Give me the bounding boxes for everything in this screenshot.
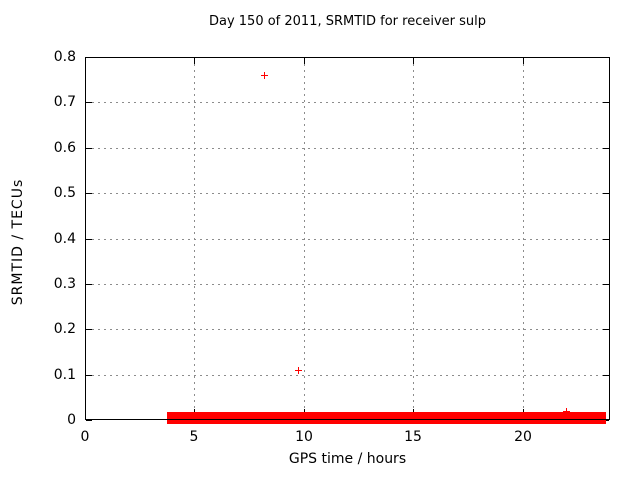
x-tick-label: 20 <box>514 429 532 445</box>
grid-line-horizontal <box>86 375 609 376</box>
tick-mark <box>413 58 414 64</box>
grid-line-vertical <box>194 58 195 419</box>
grid-line-horizontal <box>86 102 609 103</box>
grid-line-horizontal <box>86 193 609 194</box>
tick-mark <box>194 58 195 64</box>
tick-mark <box>86 148 92 149</box>
tick-mark <box>603 239 609 240</box>
tick-mark <box>603 284 609 285</box>
grid-line-vertical <box>304 58 305 419</box>
chart-title: Day 150 of 2011, SRMTID for receiver sul… <box>208 14 487 29</box>
tick-mark <box>304 58 305 64</box>
y-tick-label: 0 <box>67 412 76 428</box>
tick-mark <box>603 193 609 194</box>
x-axis-label: GPS time / hours <box>288 451 407 467</box>
x-tick-label: 10 <box>295 429 313 445</box>
tick-mark <box>86 239 92 240</box>
y-tick-label: 0.5 <box>53 185 76 201</box>
tick-mark <box>86 375 92 376</box>
tick-mark <box>603 102 609 103</box>
grid-line-vertical <box>413 58 414 419</box>
y-tick-label: 0.7 <box>53 94 76 110</box>
y-tick-label: 0.3 <box>53 276 76 292</box>
grid-line-vertical <box>523 58 524 419</box>
tick-mark <box>603 375 609 376</box>
grid-line-horizontal <box>86 148 609 149</box>
y-tick-label: 0.4 <box>53 231 76 247</box>
grid-line-horizontal <box>86 239 609 240</box>
plot-border <box>85 57 610 420</box>
tick-mark <box>86 329 92 330</box>
tick-mark <box>86 193 92 194</box>
y-tick-label: 0.1 <box>53 367 76 383</box>
zero-band <box>167 412 606 424</box>
tick-mark <box>86 284 92 285</box>
tick-mark <box>86 102 92 103</box>
data-point-marker <box>566 408 567 415</box>
x-tick-label: 0 <box>80 429 90 445</box>
grid-line-horizontal <box>86 329 609 330</box>
tick-mark <box>86 420 92 421</box>
x-tick-label: 15 <box>404 429 422 445</box>
tick-mark <box>603 329 609 330</box>
tick-mark <box>603 148 609 149</box>
tick-mark <box>523 58 524 64</box>
y-tick-label: 0.8 <box>53 49 76 65</box>
grid-line-horizontal <box>86 284 609 285</box>
data-point-marker <box>264 72 265 79</box>
data-point-marker <box>298 367 299 374</box>
y-tick-label: 0.6 <box>53 140 76 156</box>
tick-mark <box>603 420 609 421</box>
y-tick-label: 0.2 <box>53 321 76 337</box>
x-tick-label: 5 <box>189 429 199 445</box>
